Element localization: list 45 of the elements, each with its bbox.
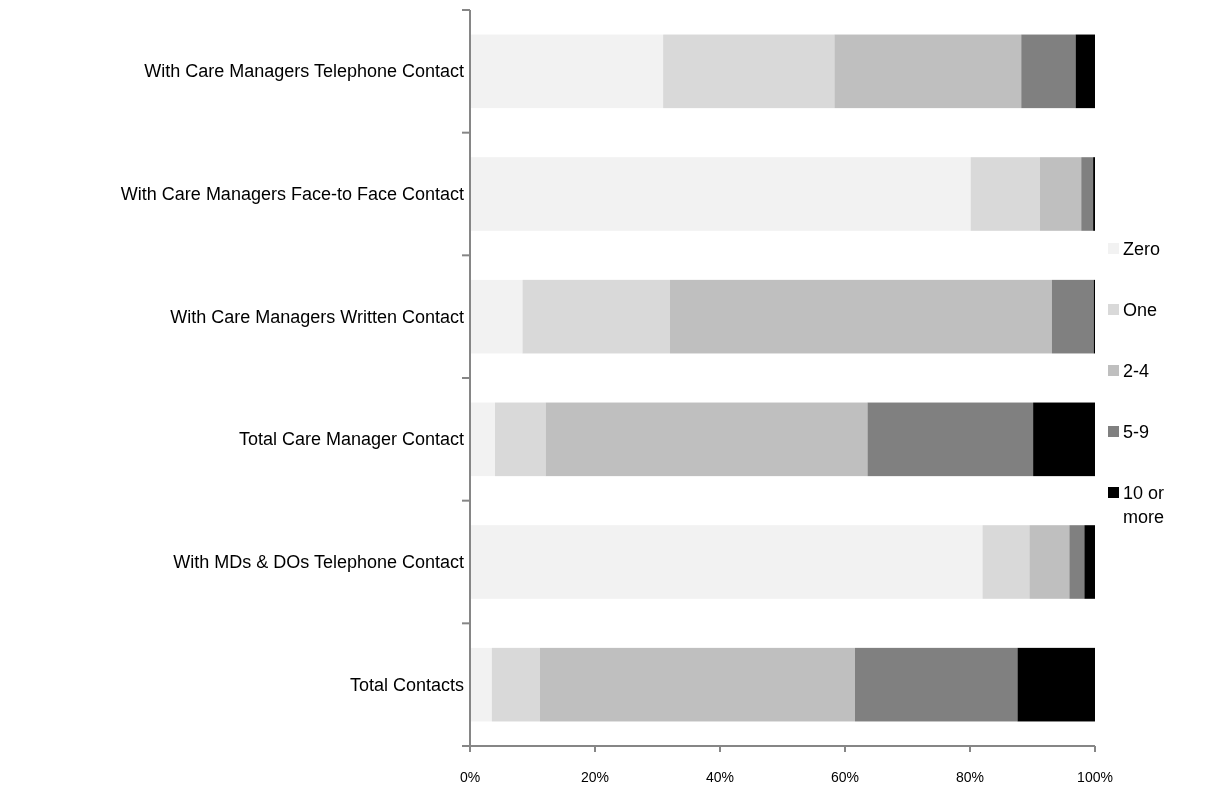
x-tick-label: 20% <box>580 769 610 785</box>
bar <box>867 402 1034 477</box>
bar <box>545 402 868 477</box>
legend-label: 2-4 <box>1123 361 1150 381</box>
legend-label: Zero <box>1123 239 1161 259</box>
x-tick-label: 0% <box>459 769 481 785</box>
legend-label: 5-9 <box>1123 422 1150 442</box>
bar <box>470 525 983 599</box>
bar <box>470 279 523 354</box>
bar <box>1033 402 1095 477</box>
bar <box>970 157 1040 231</box>
bar <box>470 34 664 109</box>
x-tick-label: 100% <box>1077 769 1113 785</box>
y-tick-label: Total Contacts <box>349 674 464 695</box>
bar <box>1084 525 1096 599</box>
bar <box>1029 525 1070 599</box>
legend-label: One <box>1123 300 1158 320</box>
bar <box>540 647 855 722</box>
bar <box>1069 525 1085 599</box>
x-tick-label: 60% <box>830 769 860 785</box>
bar <box>522 279 670 354</box>
bar <box>1051 279 1094 354</box>
x-tick-label: 40% <box>705 769 735 785</box>
bar <box>834 34 1022 109</box>
bar <box>1040 157 1082 231</box>
y-tick-label: With Care Managers Face-to Face Contact <box>120 184 464 204</box>
y-tick-label: Total Care Manager Contact <box>238 429 464 450</box>
bar <box>1081 157 1094 231</box>
y-tick-label: With Care Managers Telephone Contact <box>144 61 464 82</box>
bar <box>470 402 495 477</box>
bar <box>663 34 835 109</box>
bar <box>1017 647 1095 722</box>
y-tick-label: With Care Managers Written Contact <box>170 306 464 327</box>
bar <box>1075 34 1095 109</box>
bar <box>491 647 540 722</box>
bar <box>670 279 1052 354</box>
legend-label: 10 or more <box>1123 483 1165 527</box>
bar <box>1021 34 1076 109</box>
y-tick-label: With MDs & DOs Telephone Contact <box>173 552 464 572</box>
x-tick-label: 80% <box>955 769 985 785</box>
bar <box>470 647 492 722</box>
bar <box>470 157 971 231</box>
bar <box>855 647 1018 722</box>
bar <box>982 525 1030 599</box>
bar <box>495 402 546 477</box>
